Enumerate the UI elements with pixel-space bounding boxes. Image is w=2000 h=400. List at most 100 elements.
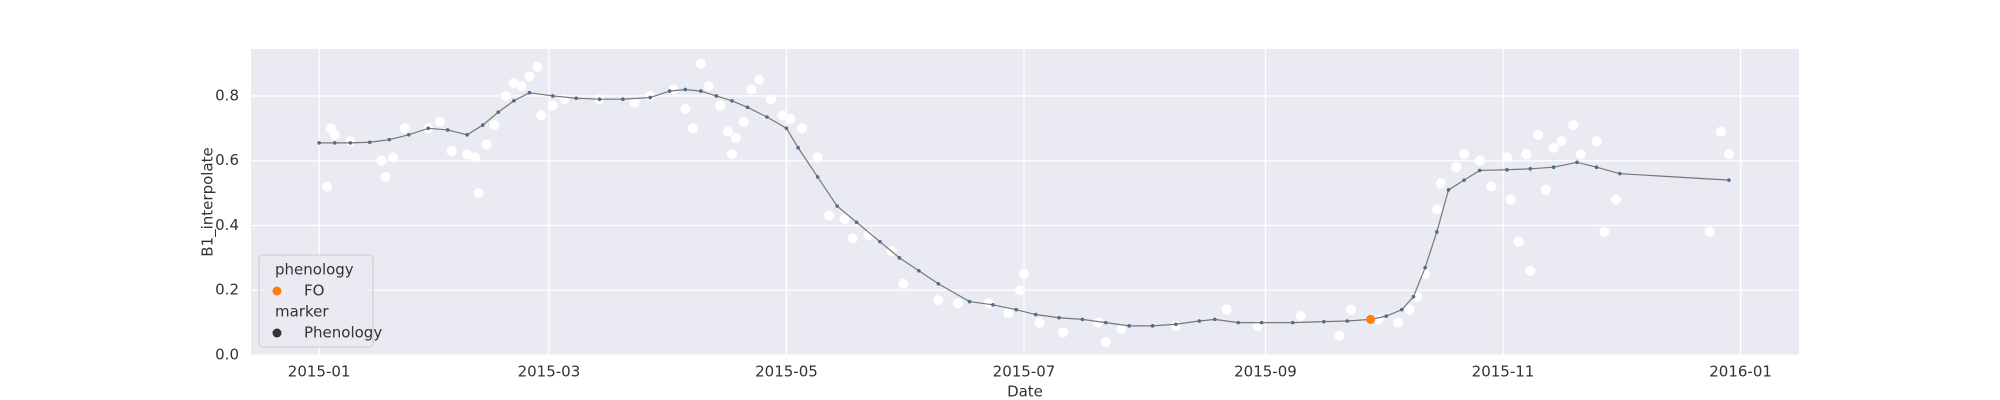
scatter-point xyxy=(723,126,734,137)
line-marker xyxy=(1384,314,1388,318)
scatter-point xyxy=(1100,337,1111,348)
scatter-point xyxy=(898,278,909,289)
legend-title: marker xyxy=(275,303,329,321)
line-marker xyxy=(597,97,602,101)
line-marker xyxy=(527,90,532,95)
scatter-point xyxy=(446,146,457,156)
scatter-point xyxy=(695,58,706,69)
scatter-point xyxy=(777,110,788,121)
scatter-point xyxy=(524,71,535,82)
scatter-point xyxy=(532,61,543,72)
line-marker xyxy=(1345,319,1350,323)
legend-box xyxy=(258,254,374,348)
line-marker xyxy=(496,110,501,114)
scatter-point xyxy=(1392,317,1403,328)
line-marker xyxy=(1236,320,1241,325)
plot-area xyxy=(251,49,1799,355)
scatter-point xyxy=(547,100,558,111)
line-marker xyxy=(648,95,652,100)
scatter-point xyxy=(1556,136,1567,147)
scatter-point xyxy=(1334,330,1345,341)
line-marker xyxy=(480,123,485,127)
line-marker xyxy=(1080,317,1085,322)
line-marker xyxy=(1575,160,1579,165)
line-marker xyxy=(1057,315,1061,320)
scatter-point xyxy=(434,116,445,127)
scatter-point xyxy=(1003,307,1014,318)
legend-marker xyxy=(272,328,282,338)
scatter-point xyxy=(559,94,570,105)
line-marker xyxy=(387,137,392,142)
scatter-point xyxy=(765,94,776,105)
scatter-point xyxy=(501,90,512,101)
scatter-point xyxy=(629,97,640,108)
line-marker xyxy=(1435,230,1439,234)
y-tick-label: 0.4 xyxy=(215,216,239,234)
scatter-point xyxy=(536,110,547,121)
scatter-point xyxy=(481,139,492,150)
scatter-point xyxy=(1610,194,1621,205)
scatter-point xyxy=(715,100,726,111)
scatter-point xyxy=(730,133,741,144)
scatter-point xyxy=(1034,317,1045,328)
scatter-point xyxy=(1716,126,1727,137)
line-marker xyxy=(1033,312,1038,317)
line-marker xyxy=(426,126,430,131)
line-marker xyxy=(348,141,353,145)
scatter-point xyxy=(1221,304,1232,315)
scatter-point xyxy=(1521,149,1532,160)
scatter-point xyxy=(1548,142,1559,153)
scatter-point xyxy=(726,149,737,160)
scatter-point xyxy=(1116,324,1127,335)
line-marker xyxy=(1399,307,1404,312)
scatter-point xyxy=(473,188,484,199)
line-marker xyxy=(784,126,789,131)
line-marker xyxy=(1423,265,1427,270)
scatter-point xyxy=(1435,178,1446,189)
scatter-point xyxy=(1346,304,1357,315)
scatter-point xyxy=(680,103,691,114)
line-marker xyxy=(512,99,516,103)
scatter-point xyxy=(797,123,808,134)
scatter-point xyxy=(1093,317,1104,328)
line-marker xyxy=(714,94,719,98)
x-axis-label: Date xyxy=(1007,383,1043,400)
line-marker xyxy=(1594,165,1599,169)
event-point xyxy=(1366,314,1376,324)
scatter-point xyxy=(703,81,714,92)
scatter-point xyxy=(321,181,332,192)
scatter-point xyxy=(785,113,796,124)
line-marker xyxy=(1259,320,1264,325)
scatter-point xyxy=(1513,236,1524,247)
scatter-point xyxy=(1575,149,1586,160)
y-tick-label: 0.8 xyxy=(215,86,239,104)
x-tick-label: 2015-05 xyxy=(755,363,818,381)
scatter-point xyxy=(1015,285,1026,296)
scatter-point xyxy=(1057,327,1068,338)
scatter-point xyxy=(847,233,858,244)
scatter-point xyxy=(388,152,399,163)
line-marker xyxy=(815,175,820,179)
scatter-point xyxy=(1591,136,1602,147)
line-marker xyxy=(1290,320,1295,325)
scatter-point xyxy=(1505,194,1516,205)
scatter-point xyxy=(1451,162,1462,173)
scatter-point xyxy=(1420,269,1431,280)
line-marker xyxy=(1618,171,1622,176)
scatter-point xyxy=(863,230,874,241)
scatter-point xyxy=(1723,149,1734,160)
x-tick-label: 2016-01 xyxy=(1709,363,1772,381)
line-marker xyxy=(1551,165,1556,169)
legend-title: phenology xyxy=(275,261,354,279)
line-marker xyxy=(683,87,688,92)
line-marker xyxy=(1528,167,1533,171)
x-tick-label: 2015-03 xyxy=(518,363,581,381)
scatter-point xyxy=(489,120,500,131)
line-marker xyxy=(745,105,750,110)
line-marker xyxy=(1446,188,1451,192)
scatter-point xyxy=(508,78,519,88)
scatter-point xyxy=(516,81,527,92)
x-tick-label: 2015-09 xyxy=(1234,363,1297,381)
scatter-point xyxy=(839,214,850,224)
line-marker xyxy=(796,145,800,150)
